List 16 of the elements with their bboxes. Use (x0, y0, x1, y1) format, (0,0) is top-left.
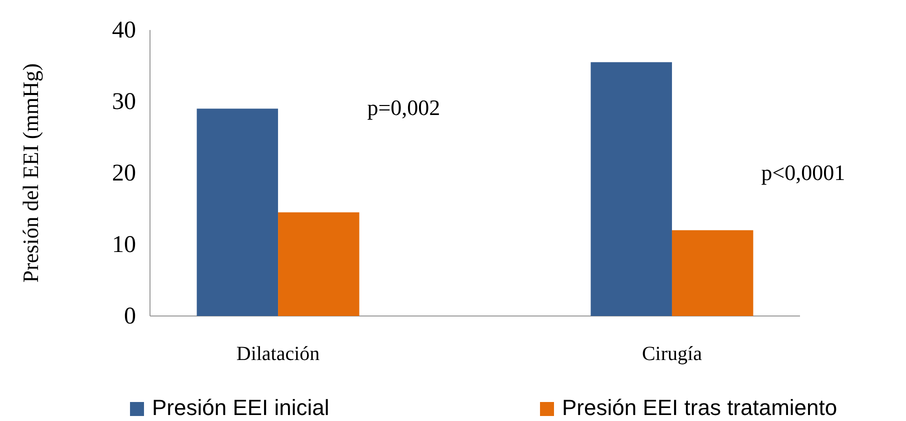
y-tick-label: 20 (112, 160, 136, 187)
annotation: p=0,002 (367, 95, 440, 120)
x-tick-label: Dilatación (236, 343, 320, 366)
bar (196, 108, 278, 316)
y-tick-label: 40 (112, 18, 136, 44)
y-tick-label: 30 (112, 89, 136, 116)
y-tick-label: 10 (112, 232, 136, 258)
y-tick-label: 0 (124, 304, 136, 330)
bar (590, 62, 672, 316)
bar (672, 230, 754, 316)
legend-label: Presión EEI inicial (152, 395, 330, 420)
y-axis-title: Presión del EEI (mmHg) (18, 63, 43, 283)
bar (278, 212, 360, 316)
x-tick-label: Cirugía (642, 343, 702, 366)
legend-label: Presión EEI tras tratamiento (562, 395, 838, 420)
annotation: p<0,0001 (761, 160, 846, 185)
